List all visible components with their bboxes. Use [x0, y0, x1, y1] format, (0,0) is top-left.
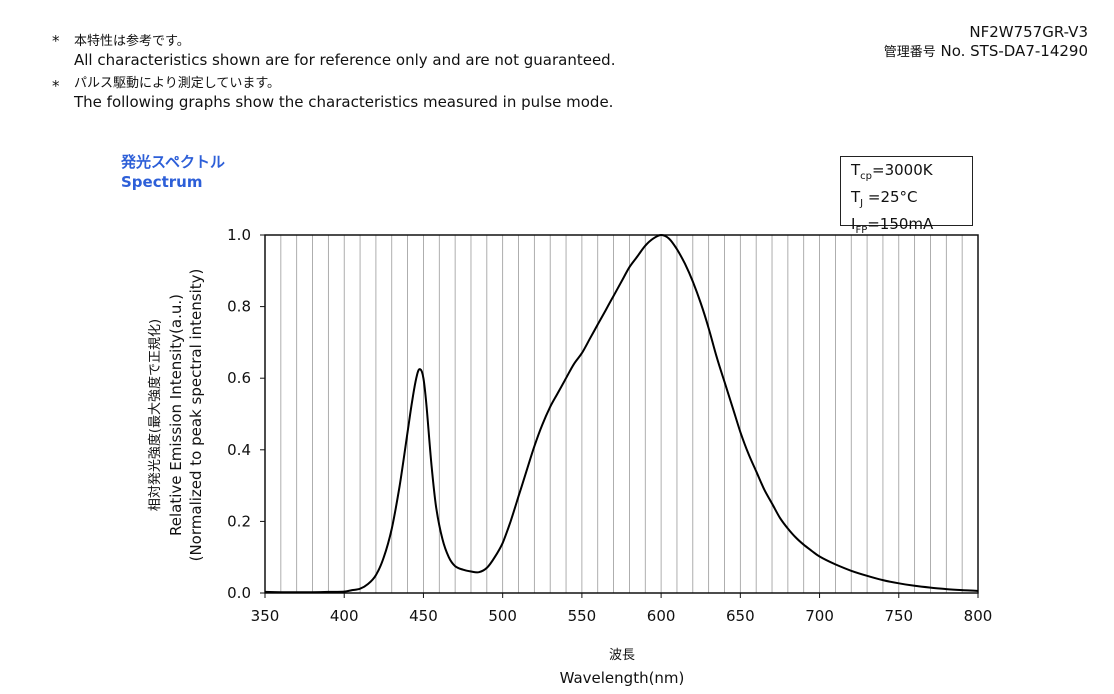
x-tick-label: 450 — [409, 607, 438, 625]
conditions-box: Tcp=3000K TJ =25°C IFP=150mA — [840, 156, 973, 236]
condition-tj: TJ =25°C — [851, 188, 918, 209]
x-tick-label: 400 — [330, 607, 359, 625]
x-tick-label: 350 — [251, 607, 280, 625]
chart-title-en: Spectrum — [121, 173, 203, 191]
y-tick-label: 0.2 — [227, 512, 251, 530]
x-tick-label: 650 — [726, 607, 755, 625]
x-tick-label: 800 — [964, 607, 993, 625]
chart-title-jp: 発光スペクトル — [121, 153, 225, 171]
model-number: NF2W757GR-V3 — [969, 23, 1088, 41]
y-tick-label: 0.6 — [227, 369, 251, 387]
chart-title: 発光スペクトル Spectrum — [121, 152, 225, 192]
x-tick-label: 600 — [647, 607, 676, 625]
condition-tcp: Tcp=3000K — [851, 161, 933, 182]
control-number: 管理番号 No. STS-DA7-14290 — [884, 42, 1088, 62]
y-tick-label: 0.0 — [227, 584, 251, 602]
plot-frame — [264, 234, 979, 594]
note-reference: * 本特性は参考です。 All characteristics shown ar… — [52, 32, 615, 70]
x-axis-label-jp: 波長 — [608, 648, 635, 663]
document-id: NF2W757GR-V3 管理番号 No. STS-DA7-14290 — [884, 23, 1088, 62]
x-tick-label: 700 — [805, 607, 834, 625]
y-tick-label: 0.8 — [227, 298, 251, 316]
condition-ifp: IFP=150mA — [851, 215, 934, 236]
x-tick-label: 500 — [488, 607, 517, 625]
note-jp: パルス駆動により測定しています。 — [74, 76, 281, 91]
note-en: The following graphs show the characteri… — [74, 93, 614, 111]
control-value: No. STS-DA7-14290 — [940, 42, 1088, 60]
note-bullet: * — [52, 77, 60, 95]
note-bullet: * — [52, 32, 60, 50]
spectrum-line — [264, 234, 979, 594]
x-tick-label: 750 — [884, 607, 913, 625]
x-axis-label: 波長 Wavelength(nm) — [560, 645, 685, 689]
control-label: 管理番号 — [883, 45, 936, 60]
note-en: All characteristics shown are for refere… — [74, 51, 616, 69]
y-tick-label: 0.4 — [227, 441, 251, 459]
grid-lines — [280, 235, 963, 593]
note-pulse: * パルス駆動により測定しています。 The following graphs … — [52, 74, 613, 112]
x-tick-label: 550 — [568, 607, 597, 625]
note-jp: 本特性は参考です。 — [74, 34, 190, 49]
y-tick-label: 1.0 — [227, 226, 251, 244]
axis-ticks: 350 400 450 500 550 600 650 700 750 800 0.0 0.2 0.4 0… — [227, 226, 992, 625]
x-axis-label-en: Wavelength(nm) — [559, 669, 685, 687]
